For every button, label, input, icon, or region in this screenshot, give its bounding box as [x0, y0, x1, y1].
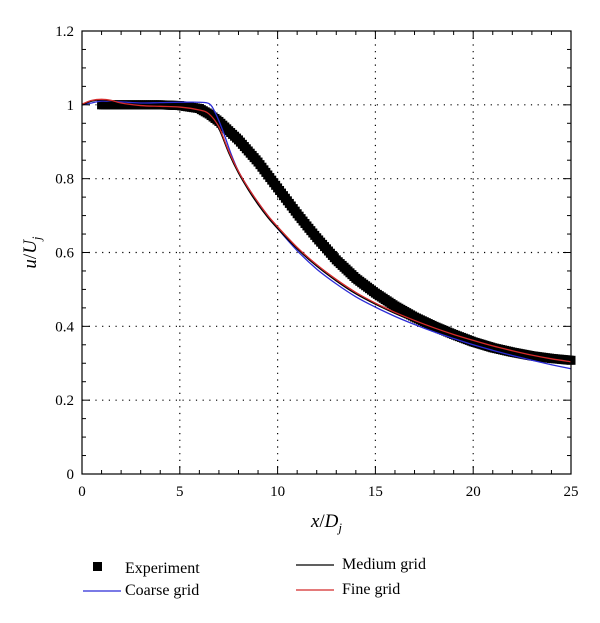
- y-tick-label-3: 0.6: [55, 246, 74, 262]
- y-axis-label: u/Uj: [20, 236, 44, 269]
- legend-label-coarse-grid: Coarse grid: [125, 582, 199, 599]
- x-axis-label: x/Dj: [310, 511, 342, 535]
- legend-label-fine-grid: Fine grid: [342, 581, 400, 598]
- axis-ticks: 0 5 10 15 20 25 0 0.2 0.4 0.6 0.8 1 1.2: [55, 24, 578, 500]
- legend-label-medium-grid: Medium grid: [342, 556, 426, 573]
- y-tick-label-1: 0.2: [55, 393, 74, 409]
- series-layer: [81, 98, 576, 370]
- legend-swatch-experiment: [93, 562, 102, 571]
- y-tick-label-4: 0.8: [55, 172, 74, 188]
- y-tick-label-6: 1.2: [55, 24, 74, 40]
- series-experiment: [97, 100, 576, 365]
- x-tick-label-3: 15: [368, 484, 383, 500]
- series-medium-grid-line: [81, 99, 572, 364]
- x-tick-label-1: 5: [176, 484, 184, 500]
- x-tick-label-0: 0: [78, 484, 86, 500]
- y-tick-label-0: 0: [67, 467, 75, 483]
- legend: Experiment Coarse grid Medium grid Fine …: [83, 556, 426, 599]
- series-coarse-grid-line: [81, 100, 572, 370]
- x-tick-label-5: 25: [564, 484, 579, 500]
- x-tick-label-2: 10: [270, 484, 285, 500]
- series-fine-grid-line: [81, 98, 572, 363]
- x-tick-label-4: 20: [466, 484, 481, 500]
- y-tick-label-2: 0.4: [55, 319, 74, 335]
- legend-label-experiment: Experiment: [125, 560, 200, 577]
- y-tick-label-5: 1: [67, 98, 75, 114]
